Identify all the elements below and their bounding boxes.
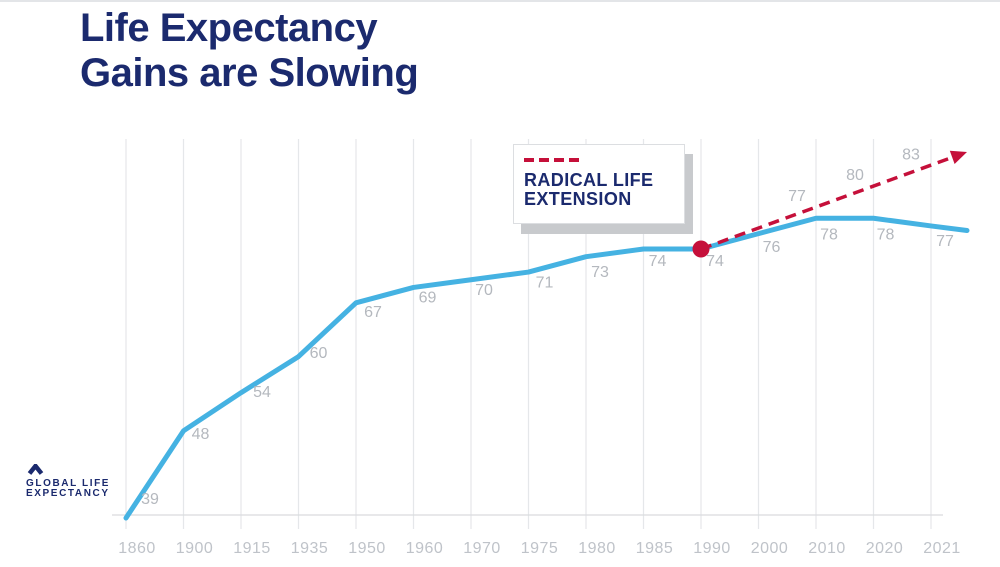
x-axis-label: 1975	[521, 540, 559, 557]
title-line-1: Life Expectancy	[80, 6, 378, 50]
callout-label: RADICAL LIFE EXTENSION	[524, 171, 674, 209]
callout-label-line-1: RADICAL LIFE	[524, 170, 654, 190]
radical-life-extension-callout: RADICAL LIFE EXTENSION	[513, 144, 685, 224]
title-line-2: Gains are Slowing	[80, 51, 419, 95]
value-label: 78	[820, 226, 838, 243]
x-axis-label: 1985	[636, 540, 674, 557]
logo-text-line-1: GLOBAL LIFE	[26, 478, 111, 489]
projection-value-label: 83	[902, 147, 920, 164]
x-axis-label: 1950	[348, 540, 386, 557]
value-label: 48	[192, 426, 210, 443]
x-axis-label: 1990	[693, 540, 731, 557]
x-axis-label: 2000	[751, 540, 789, 557]
value-label: 54	[253, 384, 271, 401]
x-axis-label: 1935	[291, 540, 329, 557]
x-axis-label: 1900	[176, 540, 214, 557]
x-axis-label: 2021	[923, 540, 961, 557]
projection-dashed-line	[700, 155, 954, 251]
divergence-point-dot	[692, 240, 710, 258]
value-label: 69	[419, 290, 437, 307]
value-label: 78	[877, 226, 895, 243]
callout-label-line-2: EXTENSION	[524, 189, 632, 209]
value-label: 77	[936, 233, 954, 250]
projection-arrowhead	[949, 150, 967, 164]
value-label: 39	[141, 491, 159, 508]
x-axis-label: 1980	[578, 540, 616, 557]
page-title: Life Expectancy Gains are Slowing	[80, 6, 419, 96]
logo-text-line-2: EXPECTANCY	[26, 488, 110, 499]
value-label: 60	[310, 345, 328, 362]
x-axis-label: 1960	[406, 540, 444, 557]
projection-value-label: 80	[846, 167, 864, 184]
value-label: 71	[536, 274, 554, 291]
life-expectancy-line	[123, 215, 970, 521]
x-axis-label: 1860	[118, 540, 156, 557]
value-label: 67	[364, 304, 382, 321]
value-label: 70	[475, 282, 493, 299]
global-life-expectancy-logo: GLOBAL LIFE EXPECTANCY	[26, 464, 110, 499]
value-label: 74	[706, 253, 724, 270]
projection-value-label: 77	[788, 188, 806, 205]
x-axis-label: 1970	[463, 540, 501, 557]
red-dashed-line-icon	[524, 158, 674, 162]
value-label: 76	[763, 239, 781, 256]
value-label: 73	[591, 264, 609, 281]
x-axis-label: 2010	[808, 540, 846, 557]
value-label: 74	[649, 253, 667, 270]
x-axis-label: 1915	[233, 540, 271, 557]
x-axis-label: 2020	[866, 540, 904, 557]
chevron-up-icon	[27, 464, 44, 475]
